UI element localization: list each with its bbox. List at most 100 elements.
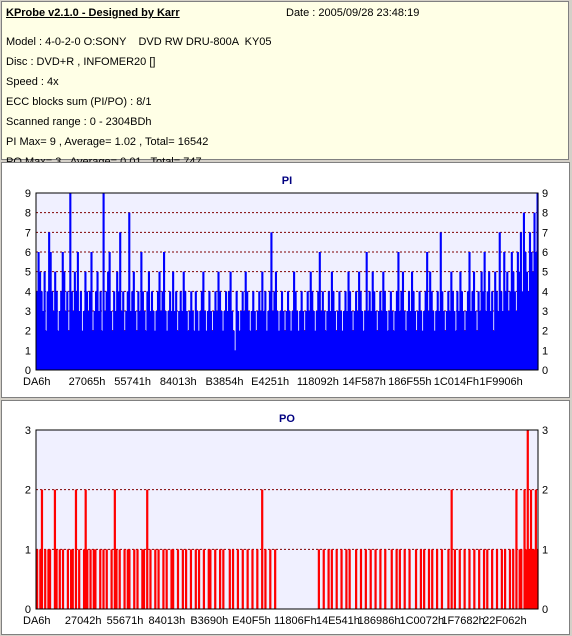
po-bar xyxy=(478,549,481,609)
pi-bar xyxy=(270,232,273,370)
pi-bar xyxy=(51,291,54,370)
po-bar xyxy=(463,549,466,609)
pi-bar xyxy=(57,330,60,370)
pi-bar xyxy=(241,291,244,370)
po-xtick: 1F7682h xyxy=(441,615,484,627)
pi-bar xyxy=(58,311,61,370)
pi-bar xyxy=(267,311,270,370)
pi-bar xyxy=(392,330,395,370)
po-bar xyxy=(274,549,277,609)
pi-bar xyxy=(423,311,426,370)
po-xtick: 11806Fh xyxy=(274,615,317,627)
pi-bar xyxy=(459,271,462,370)
pi-bar xyxy=(350,311,353,370)
pi-bar xyxy=(212,311,216,370)
pi-bar xyxy=(513,291,516,370)
pi-bar xyxy=(498,232,501,370)
pi-bar xyxy=(407,291,411,370)
pi-bar xyxy=(252,291,255,370)
pi-ytick-left: 1 xyxy=(25,345,31,357)
pi-bar xyxy=(193,330,196,370)
pi-bar xyxy=(104,311,107,370)
pi-bar xyxy=(507,311,510,370)
pi-bar xyxy=(82,311,85,370)
pi-bar xyxy=(52,311,55,370)
po-ytick-right: 3 xyxy=(542,425,548,437)
pi-bar xyxy=(64,311,67,370)
pi-bar xyxy=(211,330,214,370)
po-bar xyxy=(374,549,377,609)
pi-bar xyxy=(217,271,220,370)
pi-bar xyxy=(483,252,486,370)
pi-bar xyxy=(482,291,485,370)
pi-bar xyxy=(335,330,338,370)
pi-bar xyxy=(159,311,163,370)
pi-bar xyxy=(293,271,296,370)
po-bar xyxy=(48,549,52,609)
po-bar xyxy=(264,549,267,609)
pi-bar xyxy=(469,311,473,370)
pi-bar xyxy=(347,271,350,370)
pi-bar xyxy=(182,271,185,370)
pi-bar xyxy=(290,330,293,370)
po-bar xyxy=(322,549,325,609)
pi-bar xyxy=(435,311,438,370)
pi-bar xyxy=(96,271,99,370)
pi-bar xyxy=(274,271,278,370)
pi-ytick-right: 8 xyxy=(542,208,548,220)
po-xtick: DA6h xyxy=(23,615,51,627)
pi-bar xyxy=(152,311,155,370)
pi-bar xyxy=(506,271,509,370)
po-bar xyxy=(395,549,398,609)
pi-bar xyxy=(342,311,346,370)
pi-bar xyxy=(116,271,119,370)
pi-bar xyxy=(232,330,235,370)
pi-bar xyxy=(238,330,241,370)
pi-bar xyxy=(138,311,141,370)
pi-bar xyxy=(209,311,212,370)
pi-bar xyxy=(218,291,222,370)
po-bar xyxy=(500,549,503,609)
po-bar xyxy=(269,549,272,609)
po-xtick: 84013h xyxy=(149,615,186,627)
pi-bar xyxy=(315,311,318,370)
pi-bar xyxy=(156,291,160,370)
po-bar xyxy=(58,549,61,609)
pi-bar xyxy=(244,271,247,370)
po-bar xyxy=(348,549,351,609)
pi-bar xyxy=(451,291,454,370)
pi-bar xyxy=(306,291,309,370)
pi-bar xyxy=(299,311,302,370)
po-ytick-left: 2 xyxy=(25,485,31,497)
pi-bar xyxy=(377,311,380,370)
pi-bar xyxy=(503,252,506,370)
po-bar xyxy=(47,549,50,609)
pi-bar xyxy=(341,330,344,370)
pi-bar xyxy=(283,330,287,370)
po-xtick: B3690h xyxy=(190,615,228,627)
po-bar xyxy=(162,549,165,609)
pi-bar xyxy=(265,330,268,370)
pi-bar xyxy=(510,252,513,370)
pi-bar xyxy=(409,311,412,370)
pi-bar xyxy=(48,232,51,370)
pi-bar xyxy=(247,311,250,370)
po-bar xyxy=(523,489,526,609)
pi-ytick-right: 1 xyxy=(542,345,548,357)
pi-bar xyxy=(231,311,234,370)
pi-ytick-right: 5 xyxy=(542,267,548,279)
po-ytick-right: 1 xyxy=(542,544,548,556)
pi-ytick-left: 5 xyxy=(25,267,31,279)
pi-bar xyxy=(531,271,535,370)
po-bar xyxy=(528,549,531,609)
pi-bar xyxy=(421,330,424,370)
pi-bar xyxy=(191,311,194,370)
pi-bar xyxy=(439,232,442,370)
pi-bar xyxy=(348,291,352,370)
pi-bar xyxy=(178,311,181,370)
pi-ytick-left: 2 xyxy=(25,326,31,338)
app-title: KProbe v2.1.0 - Designed by Karr xyxy=(6,7,180,19)
po-bar xyxy=(486,549,489,609)
pi-bar xyxy=(379,291,382,370)
pi-bar xyxy=(441,291,444,370)
